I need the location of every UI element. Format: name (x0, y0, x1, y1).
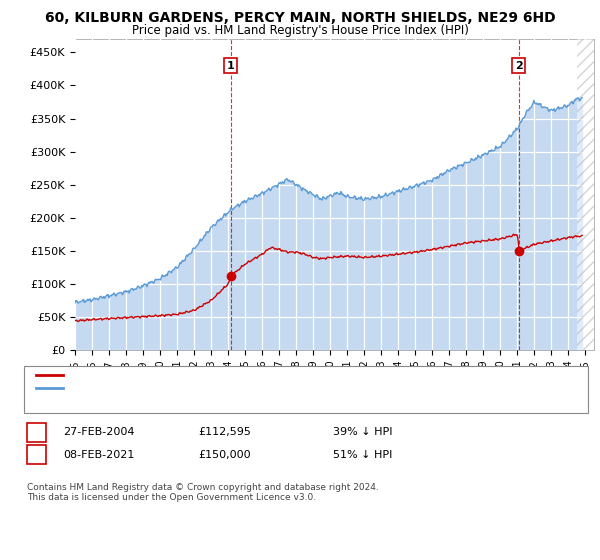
Text: 2: 2 (515, 60, 523, 71)
Text: 27-FEB-2004: 27-FEB-2004 (63, 427, 134, 437)
Text: 60, KILBURN GARDENS, PERCY MAIN, NORTH SHIELDS, NE29 6HD (detached house): 60, KILBURN GARDENS, PERCY MAIN, NORTH S… (67, 370, 501, 380)
Text: 60, KILBURN GARDENS, PERCY MAIN, NORTH SHIELDS, NE29 6HD: 60, KILBURN GARDENS, PERCY MAIN, NORTH S… (44, 11, 556, 25)
Text: 2: 2 (33, 450, 40, 460)
Text: 39% ↓ HPI: 39% ↓ HPI (333, 427, 392, 437)
Text: 51% ↓ HPI: 51% ↓ HPI (333, 450, 392, 460)
Text: 08-FEB-2021: 08-FEB-2021 (63, 450, 134, 460)
Polygon shape (577, 39, 594, 350)
Text: Price paid vs. HM Land Registry's House Price Index (HPI): Price paid vs. HM Land Registry's House … (131, 24, 469, 36)
Text: HPI: Average price, detached house, North Tyneside: HPI: Average price, detached house, Nort… (67, 382, 338, 393)
Text: Contains HM Land Registry data © Crown copyright and database right 2024.
This d: Contains HM Land Registry data © Crown c… (27, 483, 379, 502)
Text: £112,595: £112,595 (198, 427, 251, 437)
Text: £150,000: £150,000 (198, 450, 251, 460)
Text: 1: 1 (33, 427, 40, 437)
Text: 1: 1 (227, 60, 235, 71)
